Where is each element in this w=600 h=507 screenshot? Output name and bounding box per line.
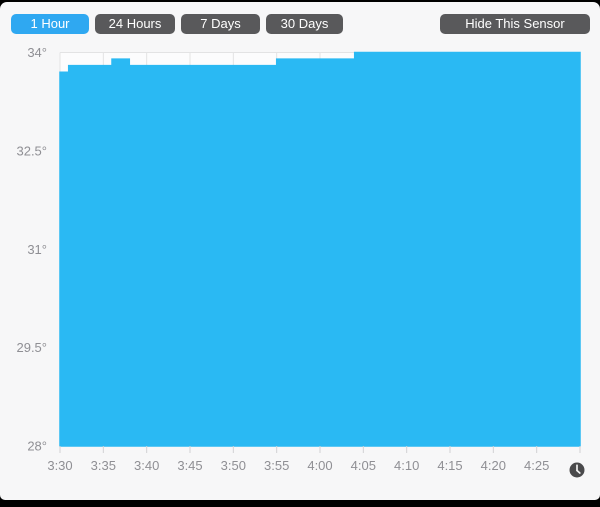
time-range-button-24-hours[interactable]: 24 Hours (95, 14, 175, 34)
svg-text:4:15: 4:15 (437, 458, 462, 473)
svg-text:34°: 34° (27, 45, 47, 60)
svg-text:3:35: 3:35 (91, 458, 116, 473)
svg-text:4:10: 4:10 (394, 458, 419, 473)
svg-text:3:40: 3:40 (134, 458, 159, 473)
svg-text:28°: 28° (27, 439, 47, 454)
svg-text:4:05: 4:05 (351, 458, 376, 473)
svg-text:32.5°: 32.5° (16, 143, 47, 158)
svg-text:3:50: 3:50 (221, 458, 246, 473)
svg-text:4:25: 4:25 (524, 458, 549, 473)
svg-text:3:45: 3:45 (177, 458, 202, 473)
time-range-button-1-hour[interactable]: 1 Hour (11, 14, 89, 34)
time-range-button-30-days[interactable]: 30 Days (266, 14, 343, 34)
svg-text:29.5°: 29.5° (16, 340, 47, 355)
x-axis-ticks (59, 446, 581, 453)
clock-icon[interactable] (568, 461, 586, 479)
time-range-button-7-days[interactable]: 7 Days (181, 14, 260, 34)
svg-text:3:30: 3:30 (47, 458, 72, 473)
svg-text:4:00: 4:00 (307, 458, 332, 473)
x-axis-labels: 3:30 3:35 3:40 3:45 3:50 3:55 4:00 4:05 4:10 4:15… (47, 458, 549, 473)
hide-this-sensor-button[interactable]: Hide This Sensor (440, 14, 590, 34)
y-axis-labels: 34° 32.5° 31° 29.5° 28° (16, 45, 47, 454)
svg-text:4:20: 4:20 (481, 458, 506, 473)
svg-text:3:55: 3:55 (264, 458, 289, 473)
temperature-area-series (59, 51, 581, 447)
svg-text:31°: 31° (27, 242, 47, 257)
